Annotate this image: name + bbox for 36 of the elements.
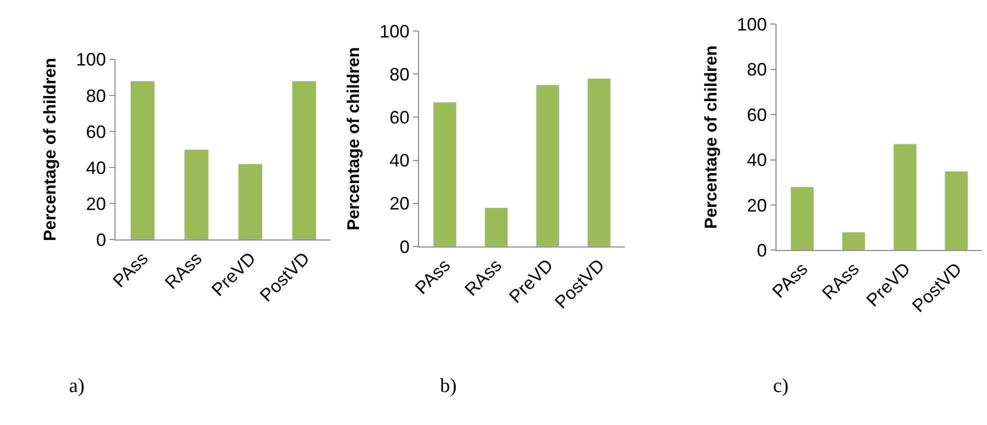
y-axis-title: Percentage of children <box>40 58 60 242</box>
y-tick-label: 80 <box>86 86 106 106</box>
y-axis-title: Percentage of children <box>701 46 720 229</box>
bar <box>238 164 263 240</box>
y-tick-label: 0 <box>756 240 767 260</box>
y-tick-label: 40 <box>746 150 767 170</box>
y-tick-label: 40 <box>86 158 106 178</box>
y-tick-label: 100 <box>736 14 767 34</box>
bar <box>790 186 814 250</box>
y-tick-label: 60 <box>746 104 767 125</box>
y-tick-label: 80 <box>746 60 767 80</box>
y-tick-label: 20 <box>746 195 767 216</box>
y-tick-label: 60 <box>86 122 106 142</box>
y-axis-title: Percentage of children <box>344 47 364 230</box>
bar <box>587 78 611 247</box>
y-tick-label: 60 <box>390 108 410 128</box>
bar <box>484 207 508 247</box>
text: a) <box>69 375 85 397</box>
bar <box>292 80 317 240</box>
y-tick-label: 100 <box>76 50 106 70</box>
y-tick-label: 0 <box>96 230 106 250</box>
y-tick-label: 80 <box>390 64 410 84</box>
y-tick-label: 40 <box>390 150 410 171</box>
bar <box>842 232 866 250</box>
bar <box>184 149 209 240</box>
bar <box>893 144 917 250</box>
bar <box>433 102 457 247</box>
y-tick-label: 0 <box>400 236 410 257</box>
bar <box>130 80 155 240</box>
bar <box>536 84 560 247</box>
y-tick-label: 20 <box>86 194 106 214</box>
y-tick-label: 20 <box>390 194 410 214</box>
text: b) <box>440 375 457 397</box>
bar <box>944 170 968 250</box>
y-tick-label: 100 <box>380 21 410 42</box>
text: c) <box>773 375 789 397</box>
